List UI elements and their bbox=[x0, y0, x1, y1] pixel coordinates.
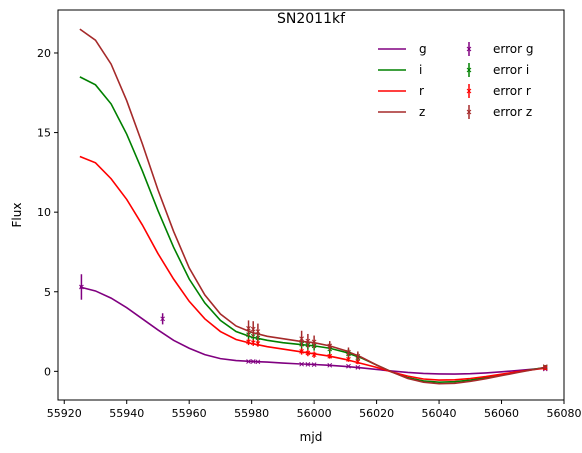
error-point-g bbox=[250, 359, 256, 364]
legend-entry-g: g bbox=[378, 42, 427, 56]
x-tick-label: 56000 bbox=[297, 407, 332, 420]
svg-text:z: z bbox=[419, 105, 425, 119]
y-ticks: 0 5 10 15 20 bbox=[37, 47, 58, 378]
error-point-g bbox=[79, 274, 84, 300]
svg-text:error i: error i bbox=[493, 63, 529, 77]
error-point-g bbox=[255, 359, 261, 365]
legend: g error g i error i r error r z error z bbox=[378, 42, 533, 119]
y-axis-label: Flux bbox=[10, 203, 24, 228]
legend-entry-error-g: error g bbox=[466, 42, 533, 56]
x-tick-label: 56020 bbox=[359, 407, 394, 420]
error-point-r bbox=[346, 357, 351, 362]
svg-text:r: r bbox=[419, 84, 424, 98]
legend-entry-z: z bbox=[378, 105, 425, 119]
x-tick-label: 56080 bbox=[547, 407, 582, 420]
error-point-g bbox=[311, 362, 317, 368]
legend-entry-error-i: error i bbox=[466, 63, 529, 77]
svg-text:g: g bbox=[419, 42, 427, 56]
x-tick-label: 55980 bbox=[234, 407, 269, 420]
error-point-z bbox=[246, 320, 251, 337]
y-tick-label: 20 bbox=[37, 47, 51, 60]
svg-text:i: i bbox=[419, 63, 422, 77]
legend-entry-error-r: error r bbox=[466, 84, 531, 98]
x-tick-label: 55920 bbox=[47, 407, 82, 420]
y-tick-label: 0 bbox=[44, 365, 51, 378]
error-point-g bbox=[305, 361, 311, 367]
error-point-g bbox=[346, 363, 351, 369]
y-tick-label: 5 bbox=[44, 286, 51, 299]
error-point-g bbox=[355, 365, 361, 370]
svg-text:error r: error r bbox=[493, 84, 531, 98]
legend-entry-error-z: error z bbox=[466, 105, 532, 119]
x-ticks: 55920 55940 55960 55980 56000 56020 56040 56060… bbox=[47, 400, 582, 420]
x-axis-label: mjd bbox=[300, 430, 323, 444]
error-point-z bbox=[355, 351, 361, 361]
x-tick-label: 55940 bbox=[109, 407, 144, 420]
error-point-r bbox=[250, 339, 256, 346]
error-point-r bbox=[305, 349, 311, 357]
error-point-r bbox=[311, 351, 317, 358]
points-layer bbox=[79, 274, 548, 372]
curves-layer bbox=[79, 28, 546, 385]
plot-frame bbox=[57, 9, 565, 401]
svg-text:error z: error z bbox=[493, 105, 532, 119]
error-point-z bbox=[311, 335, 317, 349]
error-point-r bbox=[255, 340, 261, 347]
error-point-r bbox=[246, 338, 251, 346]
svg-text:error g: error g bbox=[493, 42, 533, 56]
error-point-z bbox=[255, 323, 261, 340]
series-g-line bbox=[79, 286, 546, 375]
error-point-z bbox=[305, 333, 311, 349]
error-point-r bbox=[327, 353, 333, 359]
error-point-g bbox=[299, 361, 304, 367]
error-point-z bbox=[299, 330, 304, 347]
x-tick-label: 56060 bbox=[484, 407, 519, 420]
error-point-g bbox=[246, 359, 251, 364]
y-tick-label: 15 bbox=[37, 127, 51, 140]
x-tick-label: 55960 bbox=[172, 407, 207, 420]
x-tick-label: 56040 bbox=[422, 407, 457, 420]
legend-entry-r: r bbox=[378, 84, 424, 98]
series-i-line bbox=[79, 76, 546, 383]
error-point-z bbox=[250, 321, 256, 338]
error-point-z bbox=[542, 364, 548, 369]
error-point-z bbox=[346, 347, 351, 358]
error-point-g bbox=[327, 362, 333, 368]
series-z-line bbox=[79, 28, 546, 385]
legend-entry-i: i bbox=[378, 63, 422, 77]
y-tick-label: 10 bbox=[37, 206, 51, 219]
error-point-g bbox=[160, 313, 165, 325]
error-point-z bbox=[327, 341, 333, 351]
chart-title: SN2011kf bbox=[277, 11, 346, 27]
error-point-r bbox=[299, 348, 304, 355]
